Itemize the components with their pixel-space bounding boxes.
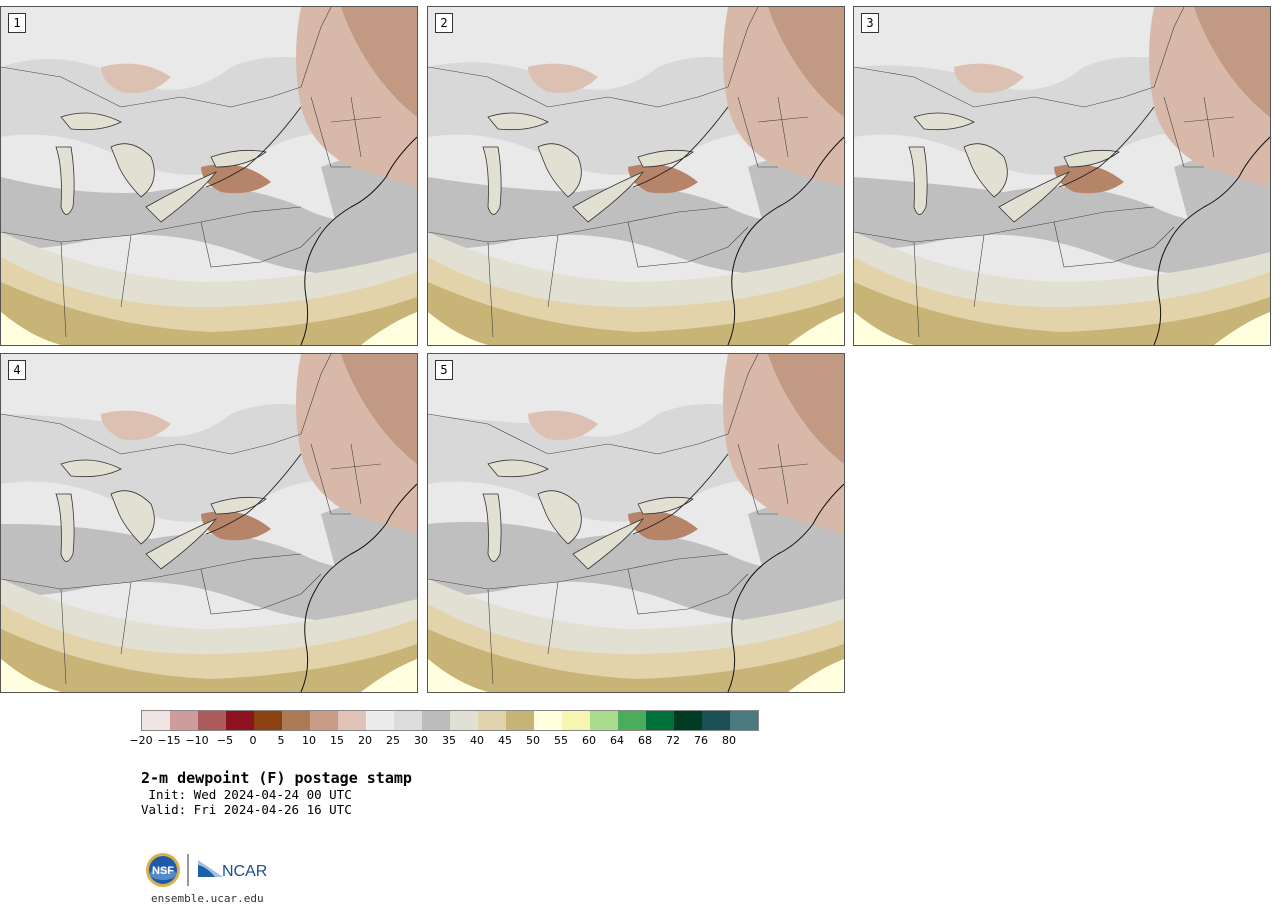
panel-number: 3 xyxy=(861,13,879,33)
dewpoint-map xyxy=(1,354,417,692)
nsf-text: NSF xyxy=(152,865,174,877)
colorbar-swatch xyxy=(450,711,478,730)
map-panel-3: 3 xyxy=(853,6,1271,346)
panel-number: 1 xyxy=(8,13,26,33)
colorbar-swatch xyxy=(562,711,590,730)
colorbar-swatch xyxy=(674,711,702,730)
map-panel-4: 4 xyxy=(0,353,418,693)
colorbar-swatch xyxy=(394,711,422,730)
panel-number: 4 xyxy=(8,360,26,380)
colorbar-swatch xyxy=(506,711,534,730)
dewpoint-map xyxy=(854,7,1270,345)
colorbar-tick-label: 0 xyxy=(249,734,257,747)
colorbar-tick-label: 25 xyxy=(386,734,400,747)
colorbar-swatch xyxy=(646,711,674,730)
colorbar-tick-label: 35 xyxy=(442,734,456,747)
chart-title: 2-m dewpoint (F) postage stamp xyxy=(141,769,412,787)
colorbar-tick-label: 45 xyxy=(498,734,512,747)
website-url: ensemble.ucar.edu xyxy=(151,892,264,905)
colorbar-swatch xyxy=(422,711,450,730)
colorbar-tick-label: 20 xyxy=(358,734,372,747)
dewpoint-map xyxy=(1,7,417,345)
colorbar-swatch xyxy=(226,711,254,730)
colorbar-swatch xyxy=(590,711,618,730)
colorbar-tick-label: 40 xyxy=(470,734,484,747)
map-panel-5: 5 xyxy=(427,353,845,693)
dewpoint-map xyxy=(428,354,844,692)
colorbar-swatches xyxy=(141,710,759,731)
colorbar: −20 −15 −10 −5 0 5 10 15 20 25 30 35 40 45 50 55 60 64 68 7… xyxy=(129,710,759,747)
dewpoint-map xyxy=(428,7,844,345)
colorbar-swatch xyxy=(282,711,310,730)
colorbar-tick-label: −5 xyxy=(216,734,234,747)
map-panel-2: 2 xyxy=(427,6,845,346)
colorbar-tick-label: 30 xyxy=(414,734,428,747)
colorbar-swatch xyxy=(478,711,506,730)
colorbar-tick-label: 72 xyxy=(666,734,680,747)
colorbar-tick-label: 60 xyxy=(582,734,596,747)
colorbar-tick-label: −10 xyxy=(185,734,209,747)
colorbar-tick-label: 64 xyxy=(610,734,624,747)
colorbar-swatch xyxy=(366,711,394,730)
colorbar-tick-label: 10 xyxy=(302,734,316,747)
valid-time: Valid: Fri 2024-04-26 16 UTC xyxy=(141,802,352,817)
colorbar-swatch xyxy=(338,711,366,730)
colorbar-tick-label: 55 xyxy=(554,734,568,747)
colorbar-tick-label: 50 xyxy=(526,734,540,747)
colorbar-swatch xyxy=(730,711,758,730)
panel-number: 2 xyxy=(435,13,453,33)
colorbar-tick-label: 5 xyxy=(277,734,285,747)
colorbar-swatch xyxy=(142,711,170,730)
colorbar-tick-label: −20 xyxy=(129,734,153,747)
map-panel-1: 1 xyxy=(0,6,418,346)
colorbar-swatch xyxy=(198,711,226,730)
logo-graphic: NSF NCAR xyxy=(146,853,267,887)
colorbar-swatch xyxy=(702,711,730,730)
colorbar-tick-label: 68 xyxy=(638,734,652,747)
colorbar-ticks: −20 −15 −10 −5 0 5 10 15 20 25 30 35 40 45 50 55 60 64 68 7… xyxy=(129,731,759,747)
nsf-ncar-logo: NSF NCAR xyxy=(145,851,275,889)
colorbar-swatch xyxy=(618,711,646,730)
colorbar-tick-label: 76 xyxy=(694,734,708,747)
ncar-text: NCAR xyxy=(222,863,267,880)
colorbar-swatch xyxy=(254,711,282,730)
init-time: Init: Wed 2024-04-24 00 UTC xyxy=(141,787,352,802)
colorbar-tick-label: 15 xyxy=(330,734,344,747)
colorbar-swatch xyxy=(534,711,562,730)
colorbar-swatch xyxy=(310,711,338,730)
colorbar-tick-label: 80 xyxy=(722,734,736,747)
colorbar-swatch xyxy=(170,711,198,730)
panel-number: 5 xyxy=(435,360,453,380)
colorbar-tick-label: −15 xyxy=(157,734,181,747)
